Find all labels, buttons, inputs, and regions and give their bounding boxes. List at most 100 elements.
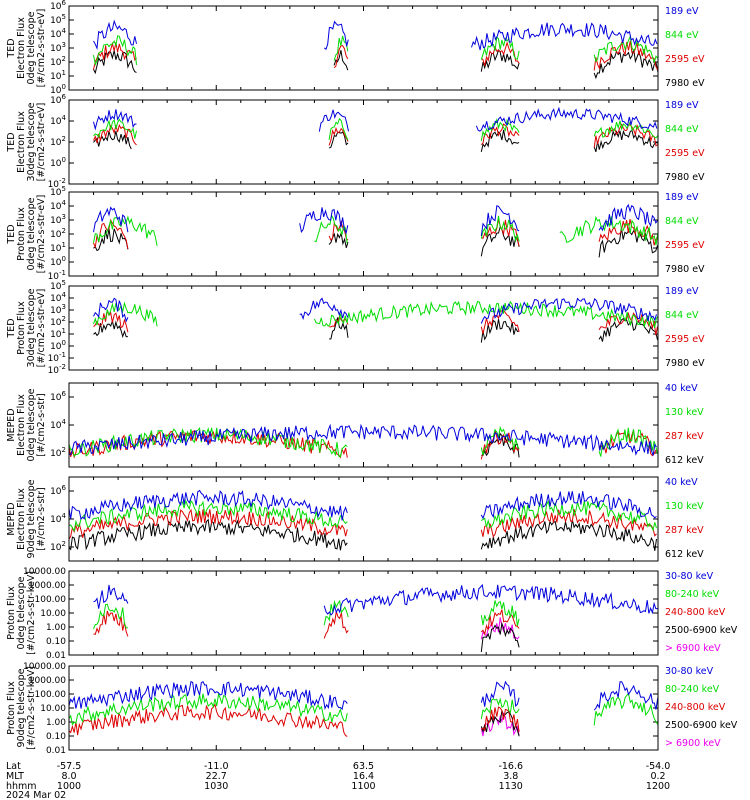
series-line xyxy=(593,34,658,64)
series-line xyxy=(480,117,520,142)
legend-entry: 2595 eV xyxy=(665,334,705,345)
series-line xyxy=(93,118,137,139)
y-tick-label: 104 xyxy=(50,27,66,40)
series-line xyxy=(480,706,520,732)
panel-frame xyxy=(68,382,659,468)
series-line xyxy=(480,519,657,551)
series-line xyxy=(328,220,349,242)
series-line xyxy=(480,609,520,636)
legend-entry: 130 keV xyxy=(665,407,704,418)
y-tick-label: 1.00 xyxy=(46,718,66,728)
series-line xyxy=(480,621,520,653)
y-tick-label: 106 xyxy=(50,484,66,497)
series-line xyxy=(318,109,349,132)
ylabel-line: [#/cm2-s-str] xyxy=(36,487,47,550)
date-label: 2024 Mar 02 xyxy=(6,790,66,800)
footer-tick-time: 1030 xyxy=(204,781,228,792)
footer-tick-time: 1100 xyxy=(351,781,375,792)
legend-entry: 2595 eV xyxy=(665,240,705,251)
ylabel-line: [#/cm2-s-str-keV] xyxy=(26,571,37,655)
y-tick-label: 10-1 xyxy=(48,351,66,364)
legend-entry: 2595 eV xyxy=(665,148,705,159)
ylabel-line: TED xyxy=(6,318,17,338)
series-line xyxy=(598,311,658,336)
ylabel-line: 90deg telescope xyxy=(16,668,27,747)
ylabel-line: [#/cm2-s-str-keV] xyxy=(26,666,37,750)
ylabel-line: Proton Flux xyxy=(16,301,27,355)
y-tick-label: 104 xyxy=(50,418,66,431)
series-line xyxy=(471,22,658,51)
y-tick-label: 103 xyxy=(50,41,66,54)
series-line xyxy=(69,680,348,711)
panel-meped-electron-90: MEPED Electron Flux 90deg telescope [#/cm2-… xyxy=(6,476,704,562)
y-tick-label: 104 xyxy=(50,114,66,127)
ylabel-line: Electron Flux xyxy=(16,111,27,173)
ylabel-line: 0deg telescope xyxy=(26,388,37,461)
legend-entry: 240-800 keV xyxy=(665,607,726,618)
legend-entry: 844 eV xyxy=(665,310,699,321)
ylabel-line: [#/cm2-s-str-eV] xyxy=(36,9,47,88)
y-tick-label: 100 xyxy=(50,339,66,352)
series-line xyxy=(475,106,658,132)
legend-entry: 189 eV xyxy=(665,100,699,111)
series-layer xyxy=(93,106,658,153)
footer-tick-mlt: 16.4 xyxy=(353,771,374,782)
series-line xyxy=(598,318,658,342)
series-line xyxy=(93,310,129,333)
ylabel-line: [#/cm2-s-str-eV] xyxy=(36,103,47,182)
series-line xyxy=(93,19,137,51)
y-tick-label: 102 xyxy=(50,540,66,553)
ylabel-line: 0deg telescope xyxy=(26,11,37,84)
series-line xyxy=(69,489,348,521)
y-tick-label: 100.00 xyxy=(35,690,67,700)
y-tick-label: 101 xyxy=(50,241,66,254)
series-layer xyxy=(69,489,657,551)
ylabel-line: [#/cm2-s-str-eV] xyxy=(36,289,47,368)
series-line xyxy=(323,599,349,626)
series-line xyxy=(323,20,349,51)
series-line xyxy=(480,297,657,324)
y-tick-label: 0.01 xyxy=(46,651,66,661)
ylabel-line: Proton Flux xyxy=(16,207,27,261)
panel-ted-proton-0: TED Proton Flux 0deg telescope [#/cm2-s-str… xyxy=(6,185,705,282)
series-line xyxy=(480,710,520,737)
series-line xyxy=(93,41,137,70)
legend-entry: 189 eV xyxy=(665,286,699,297)
ylabel-line: Electron Flux xyxy=(16,394,27,456)
legend-entry: 80-240 keV xyxy=(665,589,720,600)
panel-frame xyxy=(68,5,659,91)
y-tick-label: 103 xyxy=(50,213,66,226)
series-line xyxy=(323,611,349,639)
series-line xyxy=(93,218,129,249)
panel-meped-electron-0: MEPED Electron Flux 0deg telescope [#/cm2-s… xyxy=(6,382,704,468)
legend-entry: 844 eV xyxy=(665,30,699,41)
panel-ted-proton-30: TED Proton Flux 30deg telescope [#/cm2-s-st… xyxy=(6,279,705,376)
legend-entry: 130 keV xyxy=(665,501,704,512)
y-tick-label: 10-2 xyxy=(48,177,66,190)
panel-ted-electron-30: TED Electron Flux 30deg telescope [#/cm2-s-… xyxy=(6,93,705,190)
legend-entry: 287 keV xyxy=(665,431,704,442)
series-line xyxy=(593,129,658,153)
series-line xyxy=(593,681,658,711)
series-line xyxy=(480,205,520,236)
legend-entry: 40 keV xyxy=(665,383,698,394)
footer-tick-time: 1000 xyxy=(57,781,81,792)
footer-tick-mlt: 8.0 xyxy=(61,771,76,782)
ylabel-line: 30deg telescope xyxy=(26,288,37,367)
ylabel-line: 0deg telescope xyxy=(26,197,37,270)
series-line xyxy=(328,117,349,141)
legend-entry: 612 keV xyxy=(665,455,704,466)
panel-frame xyxy=(68,191,659,277)
ylabel-line: [#/cm2-s-str] xyxy=(36,393,47,456)
footer-row-label-hhmm: hhmm xyxy=(6,781,37,792)
legend-entry: 7980 eV xyxy=(665,264,705,275)
y-tick-label: 101 xyxy=(50,69,66,82)
legend-entry: 2595 eV xyxy=(665,54,705,65)
series-layer xyxy=(69,423,658,460)
footer-row-label-lat: Lat xyxy=(6,761,21,772)
y-tick-label: 103 xyxy=(50,303,66,316)
series-line xyxy=(69,703,348,737)
series-line xyxy=(93,109,137,131)
